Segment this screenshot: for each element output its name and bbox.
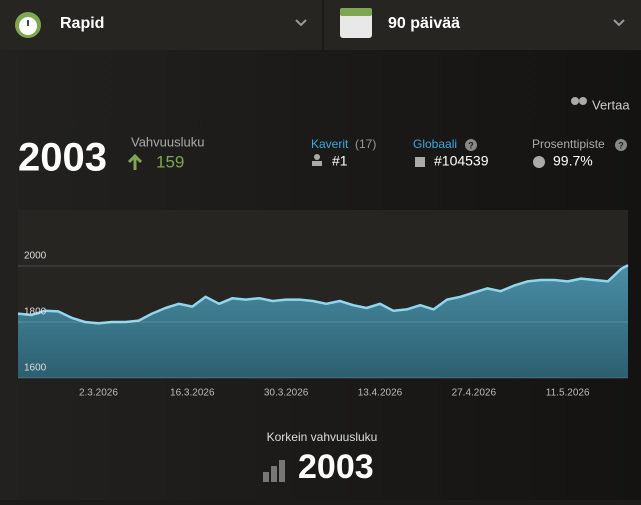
up-arrow	[127, 153, 143, 170]
rating-change: 159	[156, 152, 184, 171]
line	[17, 264, 629, 325]
friends-count: (17)	[355, 137, 376, 151]
percentile-label: Prosenttipiste	[532, 137, 605, 151]
period-dropdown[interactable]	[324, 0, 641, 50]
chart: 1600 1800 2000 2.3.2026 16.3.2026 30.3.2026 13…	[17, 251, 629, 399]
game-type-dropdown[interactable]	[0, 0, 322, 50]
x-tick-label: 11.5.2026	[546, 388, 590, 399]
x-tick-label: 30.3.2026	[264, 388, 309, 399]
x-tick-label: 13.4.2026	[358, 388, 403, 399]
y-tick-label: 1800	[24, 307, 47, 318]
y-tick-label: 1600	[24, 363, 47, 374]
game-type: Rapid	[60, 15, 104, 32]
rating-label: Vahvuusluku	[131, 134, 204, 149]
x-tick-label: 2.3.2026	[79, 388, 118, 399]
person-icon	[312, 161, 322, 166]
rating: 2003	[18, 136, 107, 180]
compare-icon	[571, 97, 579, 105]
bars-icon	[279, 460, 285, 482]
compare-button[interactable]: Vertaa	[592, 97, 630, 112]
friends-rank: #1	[332, 153, 348, 169]
bars-icon	[271, 466, 277, 482]
bars-icon	[263, 472, 269, 482]
help-icon[interactable]	[465, 139, 477, 151]
compare-icon	[579, 97, 587, 105]
y-tick-label: 2000	[24, 251, 47, 262]
friends-label[interactable]: Kaverit	[311, 137, 349, 151]
global-label[interactable]: Globaali	[413, 137, 457, 151]
chevron	[295, 19, 307, 27]
global-rank: #104539	[434, 153, 489, 169]
calendar-top	[340, 8, 372, 16]
help-icon-text: ?	[468, 140, 474, 150]
x-tick-label: 16.3.2026	[170, 388, 215, 399]
period: 90 päivää	[388, 15, 460, 32]
highest-label: Korkein vahvuusluku	[267, 430, 378, 444]
help-icon[interactable]	[615, 139, 627, 151]
percentile-icon	[533, 156, 545, 168]
person-icon	[314, 154, 320, 160]
area	[18, 265, 628, 378]
x-tick-label: 27.4.2026	[452, 388, 497, 399]
help-icon-text: ?	[618, 140, 624, 150]
percentile-value: 99.7%	[553, 153, 593, 169]
chevron	[613, 19, 625, 27]
highest-value: 2003	[298, 448, 374, 486]
board-icon	[415, 157, 425, 167]
